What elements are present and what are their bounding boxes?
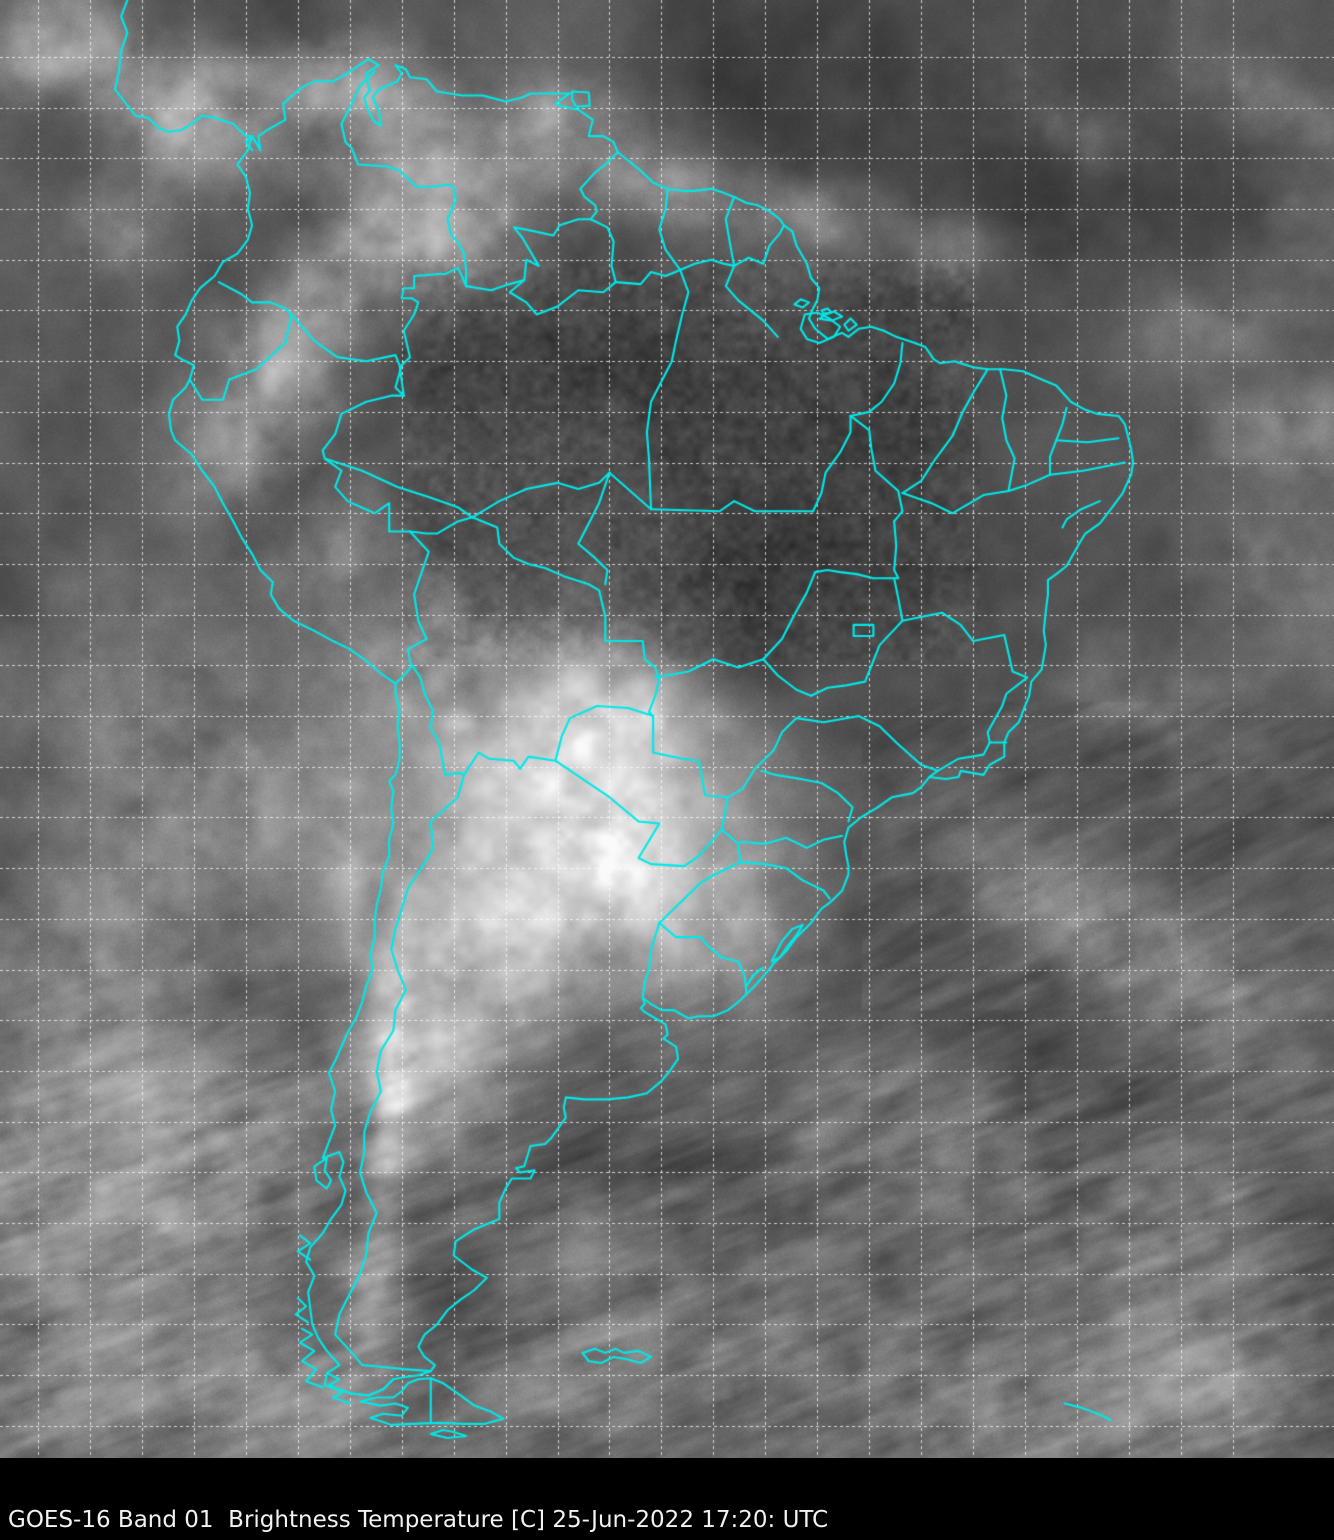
caption-bar: GOES-16 Band 01 Brightness Temperature [… bbox=[0, 1458, 1334, 1540]
image-caption: GOES-16 Band 01 Brightness Temperature [… bbox=[8, 1507, 829, 1533]
